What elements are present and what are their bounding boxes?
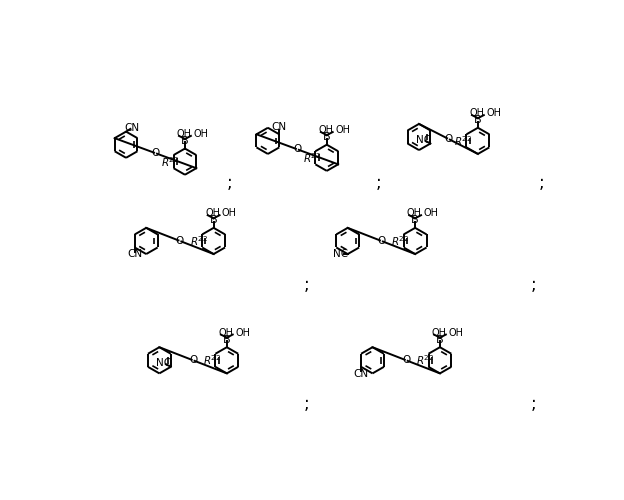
Text: CN: CN xyxy=(127,250,142,260)
Text: $R^{22}$: $R^{22}$ xyxy=(416,354,434,367)
Text: OH: OH xyxy=(335,125,350,135)
Text: OH: OH xyxy=(432,328,447,338)
Text: CN: CN xyxy=(354,369,369,379)
Text: $R^{22}$: $R^{22}$ xyxy=(203,354,222,367)
Text: OH: OH xyxy=(205,208,220,218)
Text: B: B xyxy=(323,132,331,142)
Text: OH: OH xyxy=(407,208,422,218)
Text: O: O xyxy=(176,236,184,246)
Text: OH: OH xyxy=(218,328,233,338)
Text: O: O xyxy=(378,236,386,246)
Text: B: B xyxy=(181,136,189,146)
Text: ;: ; xyxy=(227,174,232,192)
Text: $R^{22}$: $R^{22}$ xyxy=(161,154,180,168)
Text: $R^{22}$: $R^{22}$ xyxy=(190,234,208,248)
Text: OH: OH xyxy=(318,125,333,135)
Text: O: O xyxy=(402,356,411,366)
Text: B: B xyxy=(210,215,217,225)
Text: OH: OH xyxy=(486,108,501,118)
Text: OH: OH xyxy=(448,328,463,338)
Text: NC: NC xyxy=(333,249,348,259)
Text: B: B xyxy=(474,115,482,125)
Text: O: O xyxy=(293,144,301,154)
Text: O: O xyxy=(189,356,197,366)
Text: O: O xyxy=(152,148,160,158)
Text: OH: OH xyxy=(235,328,250,338)
Text: ;: ; xyxy=(304,395,310,413)
Text: ;: ; xyxy=(304,276,310,294)
Text: B: B xyxy=(436,334,444,344)
Text: CN: CN xyxy=(125,123,140,133)
Text: ;: ; xyxy=(376,174,381,192)
Text: OH: OH xyxy=(193,129,208,139)
Text: OH: OH xyxy=(177,129,192,139)
Text: NC: NC xyxy=(156,358,172,368)
Text: ;: ; xyxy=(531,276,537,294)
Text: $R^{22}$: $R^{22}$ xyxy=(303,151,321,164)
Text: ;: ; xyxy=(539,174,544,192)
Text: OH: OH xyxy=(424,208,439,218)
Text: ;: ; xyxy=(531,395,537,413)
Text: $R^{22}$: $R^{22}$ xyxy=(454,134,472,147)
Text: B: B xyxy=(223,334,231,344)
Text: O: O xyxy=(444,134,452,144)
Text: B: B xyxy=(411,215,419,225)
Text: $R^{22}$: $R^{22}$ xyxy=(391,234,409,248)
Text: OH: OH xyxy=(470,108,485,118)
Text: NC: NC xyxy=(416,134,431,144)
Text: OH: OH xyxy=(222,208,237,218)
Text: CN: CN xyxy=(271,122,287,132)
